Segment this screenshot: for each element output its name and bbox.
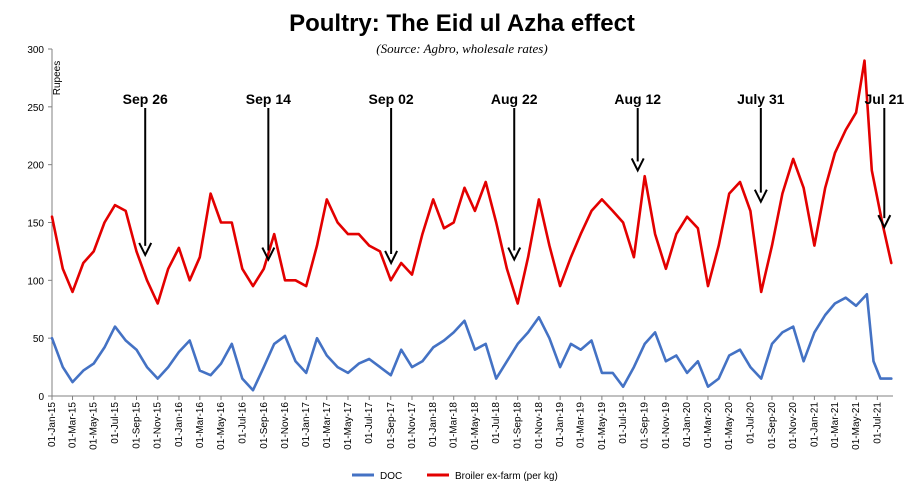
annotation-label: Jul 21 — [864, 91, 904, 107]
x-tick-label: 01-Nov-20 — [788, 402, 799, 449]
annotation-label: Sep 14 — [246, 91, 291, 107]
annotations: Sep 26 Sep 14 Sep 02 Aug 22 Aug 12 July 31 Jul… — [123, 91, 904, 266]
x-tick-label: 01-Mar-19 — [576, 402, 587, 449]
annotation-label: Sep 02 — [369, 91, 414, 107]
x-tick-label: 01-Sep-19 — [640, 402, 651, 449]
x-tick-label: 01-May-20 — [724, 402, 735, 450]
x-tick-label: 01-Jan-16 — [174, 402, 185, 447]
x-tick-label: 01-Mar-20 — [703, 402, 714, 449]
annotation-sep-26: Sep 26 — [123, 91, 168, 258]
y-tick-label: 150 — [27, 219, 44, 230]
legend-label-broiler: Broiler ex-farm (per kg) — [455, 471, 558, 482]
x-tick-label: 01-May-17 — [343, 402, 354, 450]
series-line-broiler — [50, 59, 893, 305]
annotation-sep-14: Sep 14 — [246, 91, 291, 262]
annotation-label: Aug 22 — [491, 91, 538, 107]
x-tick-label: 01-Sep-20 — [767, 402, 778, 449]
x-tick-label: 01-Nov-19 — [661, 402, 672, 449]
annotation-arrow-head — [384, 250, 399, 266]
x-tick-label: 01-Sep-17 — [386, 402, 397, 449]
x-tick-label: 01-Jan-15 — [47, 402, 58, 447]
y-tick-label: 200 — [27, 161, 44, 172]
x-tick-label: 01-Jul-18 — [491, 402, 502, 444]
x-tick-label: 01-Sep-18 — [513, 402, 524, 449]
x-tick-label: 01-Nov-18 — [534, 402, 545, 449]
x-tick-label: 01-May-18 — [470, 402, 481, 450]
y-tick-label: 50 — [33, 334, 45, 345]
annotation-jul-21: Jul 21 — [864, 91, 904, 230]
annotation-arrow-head — [507, 247, 522, 262]
y-tick-label: 0 — [38, 392, 44, 403]
x-tick-label: 01-Jul-20 — [745, 402, 756, 444]
annotation-aug-12: Aug 12 — [614, 91, 661, 173]
y-axis-label: Rupees — [52, 61, 63, 95]
annotation-label: Aug 12 — [614, 91, 661, 107]
x-tick-label: 01-Nov-15 — [153, 402, 164, 449]
annotation-arrow-head — [261, 247, 276, 262]
series-line-doc — [50, 292, 893, 392]
legend-label-doc: DOC — [380, 471, 402, 482]
x-tick-label: 01-Nov-16 — [280, 402, 291, 449]
chart-title: Poultry: The Eid ul Azha effect — [289, 10, 635, 37]
x-tick-label: 01-Jan-18 — [428, 402, 439, 447]
x-tick-label: 01-Mar-15 — [68, 402, 79, 449]
x-tick-label: 01-Jul-21 — [872, 402, 883, 444]
annotation-aug-22: Aug 22 — [491, 91, 538, 262]
x-tick-label: 01-Jan-20 — [682, 402, 693, 447]
x-tick-label: 01-Mar-16 — [195, 402, 206, 449]
annotation-label: Sep 26 — [123, 91, 168, 107]
x-tick-label: 01-Jul-19 — [618, 402, 629, 444]
x-tick-label: 01-Nov-17 — [407, 402, 418, 449]
x-tick-label: 01-Mar-21 — [830, 402, 841, 449]
x-tick-label: 01-May-21 — [851, 402, 862, 450]
x-tick-label: 01-Jan-17 — [301, 402, 312, 447]
x-tick-label: 01-Jul-17 — [364, 402, 375, 444]
annotation-sep-02: Sep 02 — [369, 91, 414, 266]
x-tick-label: 01-Jan-21 — [809, 402, 820, 447]
x-tick-label: 01-Sep-15 — [132, 402, 143, 449]
x-tick-label: 01-Jul-16 — [237, 402, 248, 444]
x-tick-label: 01-Mar-18 — [449, 402, 460, 449]
x-tick-label: 01-Mar-17 — [322, 402, 333, 449]
y-tick-label: 100 — [27, 276, 44, 287]
x-tick-label: 01-May-19 — [597, 402, 608, 450]
annotation-arrow-head — [138, 242, 153, 258]
legend: DOC Broiler ex-farm (per kg) — [352, 471, 558, 482]
x-tick-label: 01-May-16 — [216, 402, 227, 450]
annotation-arrow-head — [630, 158, 645, 173]
y-axis: 0 50 100 150 200 250 300 — [27, 45, 53, 403]
annotation-july-31: July 31 — [737, 91, 785, 204]
y-tick-label: 250 — [27, 103, 44, 114]
x-axis: 01-Jan-15 01-Mar-15 01-May-15 01-Jul-15 01-S… — [47, 395, 893, 450]
x-tick-label: 01-Sep-16 — [259, 402, 270, 449]
annotation-arrow-head — [753, 189, 768, 204]
x-tick-label: 01-May-15 — [89, 402, 100, 450]
series-group — [50, 59, 893, 392]
annotation-arrow-head — [877, 214, 892, 230]
x-tick-label: 01-Jul-15 — [110, 402, 121, 444]
x-tick-label: 01-Jan-19 — [555, 402, 566, 447]
chart-subtitle: (Source: Agbro, wholesale rates) — [376, 41, 547, 56]
annotation-label: July 31 — [737, 91, 785, 107]
y-tick-label: 300 — [27, 45, 44, 56]
